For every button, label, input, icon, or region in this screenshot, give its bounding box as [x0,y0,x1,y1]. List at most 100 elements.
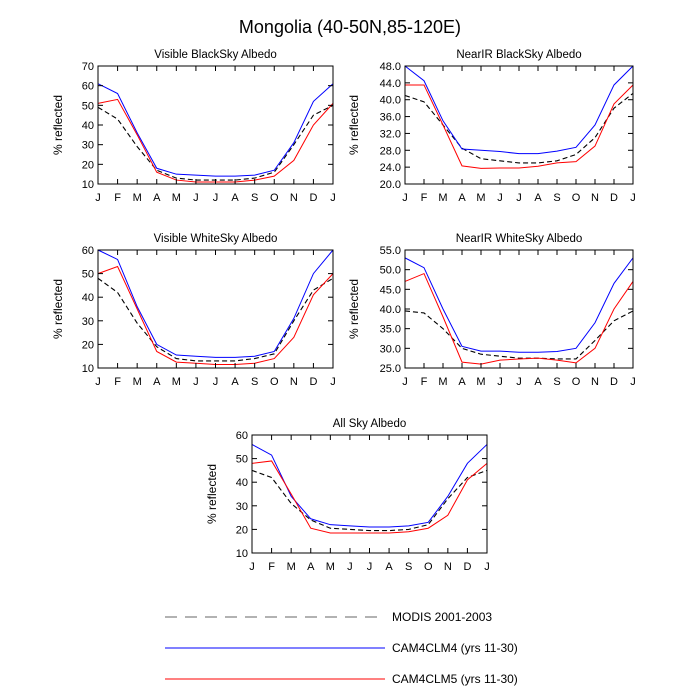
legend-label-clm4: CAM4CLM4 (yrs 11-30) [392,641,518,655]
panel-title: Visible WhiteSky Albedo [154,233,278,245]
x-tick-label: N [591,192,599,204]
y-tick-label: 30 [82,316,94,328]
plot-frame [251,434,488,554]
x-tick-label: J [95,192,101,204]
y-tick-label: 30 [82,140,94,152]
y-axis-label: % reflected [51,279,65,339]
x-tick-label: O [572,376,581,388]
series-line-modis [404,310,634,360]
x-tick-label: J [630,376,636,388]
x-tick-label: N [290,192,298,204]
x-tick-label: O [572,192,581,204]
y-tick-label: 50.0 [380,265,401,277]
x-tick-label: F [421,192,428,204]
y-tick-label: 60 [82,81,94,93]
legend-item-clm5: CAM4CLM5 (yrs 11-30) [165,672,518,686]
y-tick-label: 20 [82,159,94,171]
x-tick-label: M [287,561,296,573]
x-tick-label: O [270,376,279,388]
x-tick-label: J [516,192,522,204]
x-tick-label: F [421,376,428,388]
x-tick-label: M [476,376,485,388]
series-line-modis [251,469,488,532]
x-tick-label: A [534,376,542,388]
x-tick-label: S [251,192,258,204]
panel-title: NearIR BlackSky Albedo [456,49,581,61]
y-tick-label: 40.0 [380,304,401,316]
x-tick-label: A [385,561,393,573]
y-tick-label: 50 [82,269,94,281]
series-line-clm4 [251,444,488,528]
x-tick-label: J [630,192,636,204]
series-line-clm4 [404,257,634,353]
series-line-clm5 [405,84,634,169]
legend-label-modis: MODIS 2001-2003 [392,610,492,624]
x-tick-label: S [251,376,258,388]
x-tick-label: D [463,561,471,573]
y-tick-label: 10 [236,548,248,560]
x-tick-label: S [405,561,412,573]
x-tick-label: M [326,561,335,573]
x-tick-label: D [610,376,618,388]
panel-title: NearIR WhiteSky Albedo [456,233,583,245]
y-tick-label: 36.0 [380,112,401,124]
x-tick-label: J [193,376,199,388]
y-tick-label: 10 [82,363,94,375]
x-tick-label: J [330,192,336,204]
y-axis-label: % reflected [51,95,65,155]
x-tick-label: J [213,376,219,388]
y-tick-label: 50 [236,454,248,466]
x-tick-label: O [424,561,433,573]
legend: MODIS 2001-2003 CAM4CLM4 (yrs 11-30) CAM… [165,610,518,686]
x-tick-label: J [497,192,503,204]
x-tick-label: D [610,192,618,204]
y-tick-label: 70 [82,61,94,73]
x-tick-label: M [438,376,447,388]
y-tick-label: 25.0 [380,363,401,375]
x-tick-label: M [476,192,485,204]
x-tick-label: M [172,376,181,388]
series-line-clm5 [251,460,488,534]
y-axis-label: % reflected [205,464,219,524]
x-tick-label: F [268,561,275,573]
y-tick-label: 30 [236,501,248,513]
y-tick-label: 50 [82,100,94,112]
plot-frame [404,65,634,185]
series-line-modis [97,277,334,362]
y-tick-label: 35.0 [380,324,401,336]
x-tick-label: J [330,376,336,388]
x-tick-label: J [402,376,408,388]
x-tick-label: F [114,376,121,388]
y-tick-label: 28.0 [380,145,401,157]
series-line-clm4 [97,83,334,177]
series-line-clm5 [404,272,634,365]
y-tick-label: 32.0 [380,128,401,140]
x-tick-label: J [213,192,219,204]
series-line-modis [404,92,634,164]
x-tick-label: S [553,376,560,388]
x-tick-label: M [438,192,447,204]
x-tick-label: A [153,376,161,388]
x-tick-label: J [249,561,255,573]
panel-nearir-whitesky: NearIR WhiteSky Albedo % reflected 25.0 3… [347,233,636,388]
x-tick-label: J [367,561,373,573]
y-tick-label: 40 [82,292,94,304]
x-tick-label: S [553,192,560,204]
x-tick-label: A [458,376,466,388]
x-tick-label: J [484,561,490,573]
panel-visible-blacksky: Visible BlackSky Albedo % reflected 10 20… [51,49,336,204]
panel-all-sky: All Sky Albedo % reflected 10 20 30 40 50 60 J… [205,418,490,573]
panel-title: All Sky Albedo [333,418,407,430]
y-axis-label: % reflected [347,95,361,155]
x-tick-label: N [591,376,599,388]
x-tick-label: M [133,376,142,388]
x-tick-label: M [172,192,181,204]
y-tick-label: 40.0 [380,95,401,107]
legend-item-modis: MODIS 2001-2003 [165,610,492,624]
page-title: Mongolia (40-50N,85-120E) [239,17,461,37]
x-tick-label: M [133,192,142,204]
x-tick-label: N [444,561,452,573]
x-tick-label: A [307,561,315,573]
y-tick-label: 20 [82,339,94,351]
